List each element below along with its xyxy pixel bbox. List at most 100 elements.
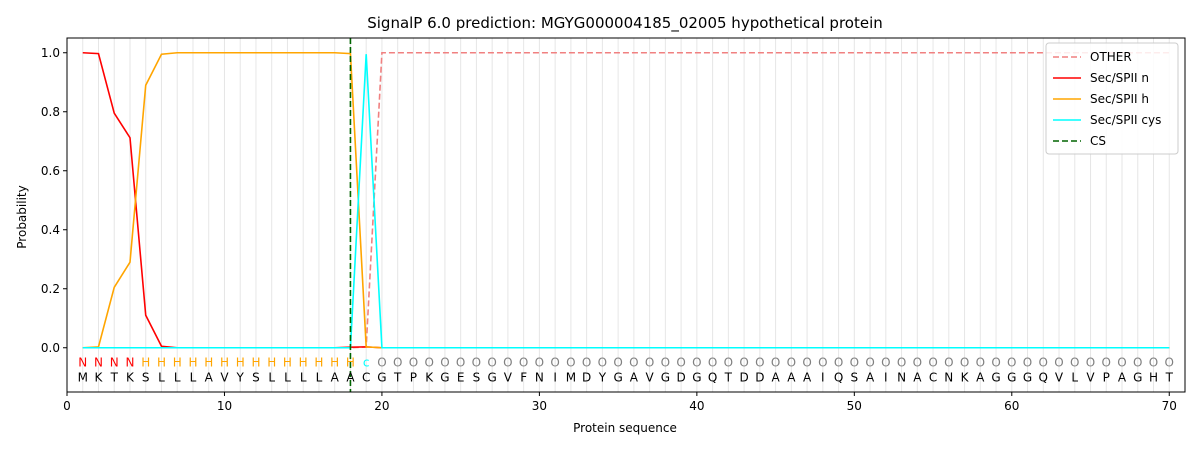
residue-letter: G [377,370,386,384]
residue-letter: G [692,370,701,384]
region-label: O [692,356,701,370]
region-label: O [456,356,465,370]
x-tick-label: 40 [689,399,704,413]
y-tick-label: 0.8 [41,105,60,119]
region-label: O [582,356,591,370]
residue-letter: G [661,370,670,384]
residue-letter: A [630,370,639,384]
region-label: O [487,356,496,370]
legend-label: OTHER [1090,50,1132,64]
residue-letter: N [944,370,953,384]
region-label: H [236,356,245,370]
region-label: H [283,356,292,370]
residue-letter: Q [1039,370,1048,384]
region-label: H [299,356,308,370]
residue-letter: T [1165,370,1174,384]
residue-letter: A [771,370,780,384]
residue-letter: A [205,370,214,384]
region-label: O [1102,356,1111,370]
residue-letter: A [866,370,875,384]
axes-frame [66,37,1186,393]
residue-letter: K [126,370,135,384]
legend-label: Sec/SPII cys [1090,113,1161,127]
region-label: O [739,356,748,370]
residue-letter: C [929,370,937,384]
region-label: H [314,356,323,370]
y-tick-label: 0.0 [41,341,60,355]
x-tick-label: 70 [1162,399,1177,413]
residue-letter: C [362,370,370,384]
residue-letter: G [613,370,622,384]
residue-letter: A [976,370,985,384]
residue-letter: D [755,370,764,384]
region-label: O [724,356,733,370]
residue-letter: P [410,370,417,384]
residue-letter: Q [708,370,717,384]
region-label: O [708,356,717,370]
residue-letter: P [1103,370,1110,384]
y-tick-label: 0.4 [41,223,60,237]
region-label: O [928,356,937,370]
region-label: O [503,356,512,370]
legend-label: Sec/SPII n [1090,71,1149,85]
series-line-3 [82,54,1170,349]
residue-letter: S [473,370,481,384]
residue-letter: Y [236,370,245,384]
region-label: O [881,356,890,370]
region-label: H [188,356,197,370]
region-label: H [173,356,182,370]
x-tick-label: 60 [1004,399,1019,413]
region-label: O [661,356,670,370]
residue-letter: I [553,370,557,384]
residue-letter: L [268,370,275,384]
residue-letter: D [739,370,748,384]
region-label: O [850,356,859,370]
region-label: O [645,356,654,370]
region-label: O [1117,356,1126,370]
region-label: O [1039,356,1048,370]
residue-letter: N [897,370,906,384]
y-tick-label: 0.2 [41,282,60,296]
chart-title: SignalP 6.0 prediction: MGYG000004185_02… [367,14,883,33]
region-label: O [424,356,433,370]
region-label: O [535,356,544,370]
region-label: O [1133,356,1142,370]
region-label: O [409,356,418,370]
y-tick-label: 0.6 [41,164,60,178]
residue-letter: L [1071,370,1078,384]
region-label: H [204,356,213,370]
region-label: N [94,356,103,370]
residue-letter: A [787,370,796,384]
residue-letter: E [457,370,465,384]
residue-letter: K [425,370,434,384]
region-label: O [472,356,481,370]
residue-letter: A [913,370,922,384]
region-label: O [976,356,985,370]
region-label: c [363,356,370,370]
residue-letter: V [646,370,655,384]
series-line-1 [82,51,1170,349]
x-axis-label: Protein sequence [573,421,677,435]
residue-letter: A [331,370,340,384]
region-label: O [1149,356,1158,370]
x-tick-label: 30 [532,399,547,413]
legend-box [1045,42,1179,155]
region-label: O [393,356,402,370]
region-label: O [519,356,528,370]
residue-letter: K [961,370,970,384]
region-label: O [676,356,685,370]
series-line-0 [82,51,1170,349]
residue-letter: S [252,370,260,384]
residue-letter: A [803,370,812,384]
legend: OTHER Sec/SPII n Sec/SPII h Sec/SPII cys CS [1045,42,1179,155]
legend-label: Sec/SPII h [1090,92,1149,106]
residue-letter: S [142,370,150,384]
region-label: H [220,356,229,370]
region-label: O [1086,356,1095,370]
region-label: O [897,356,906,370]
region-label: H [251,356,260,370]
region-label: H [330,356,339,370]
residue-letter: M [78,370,88,384]
